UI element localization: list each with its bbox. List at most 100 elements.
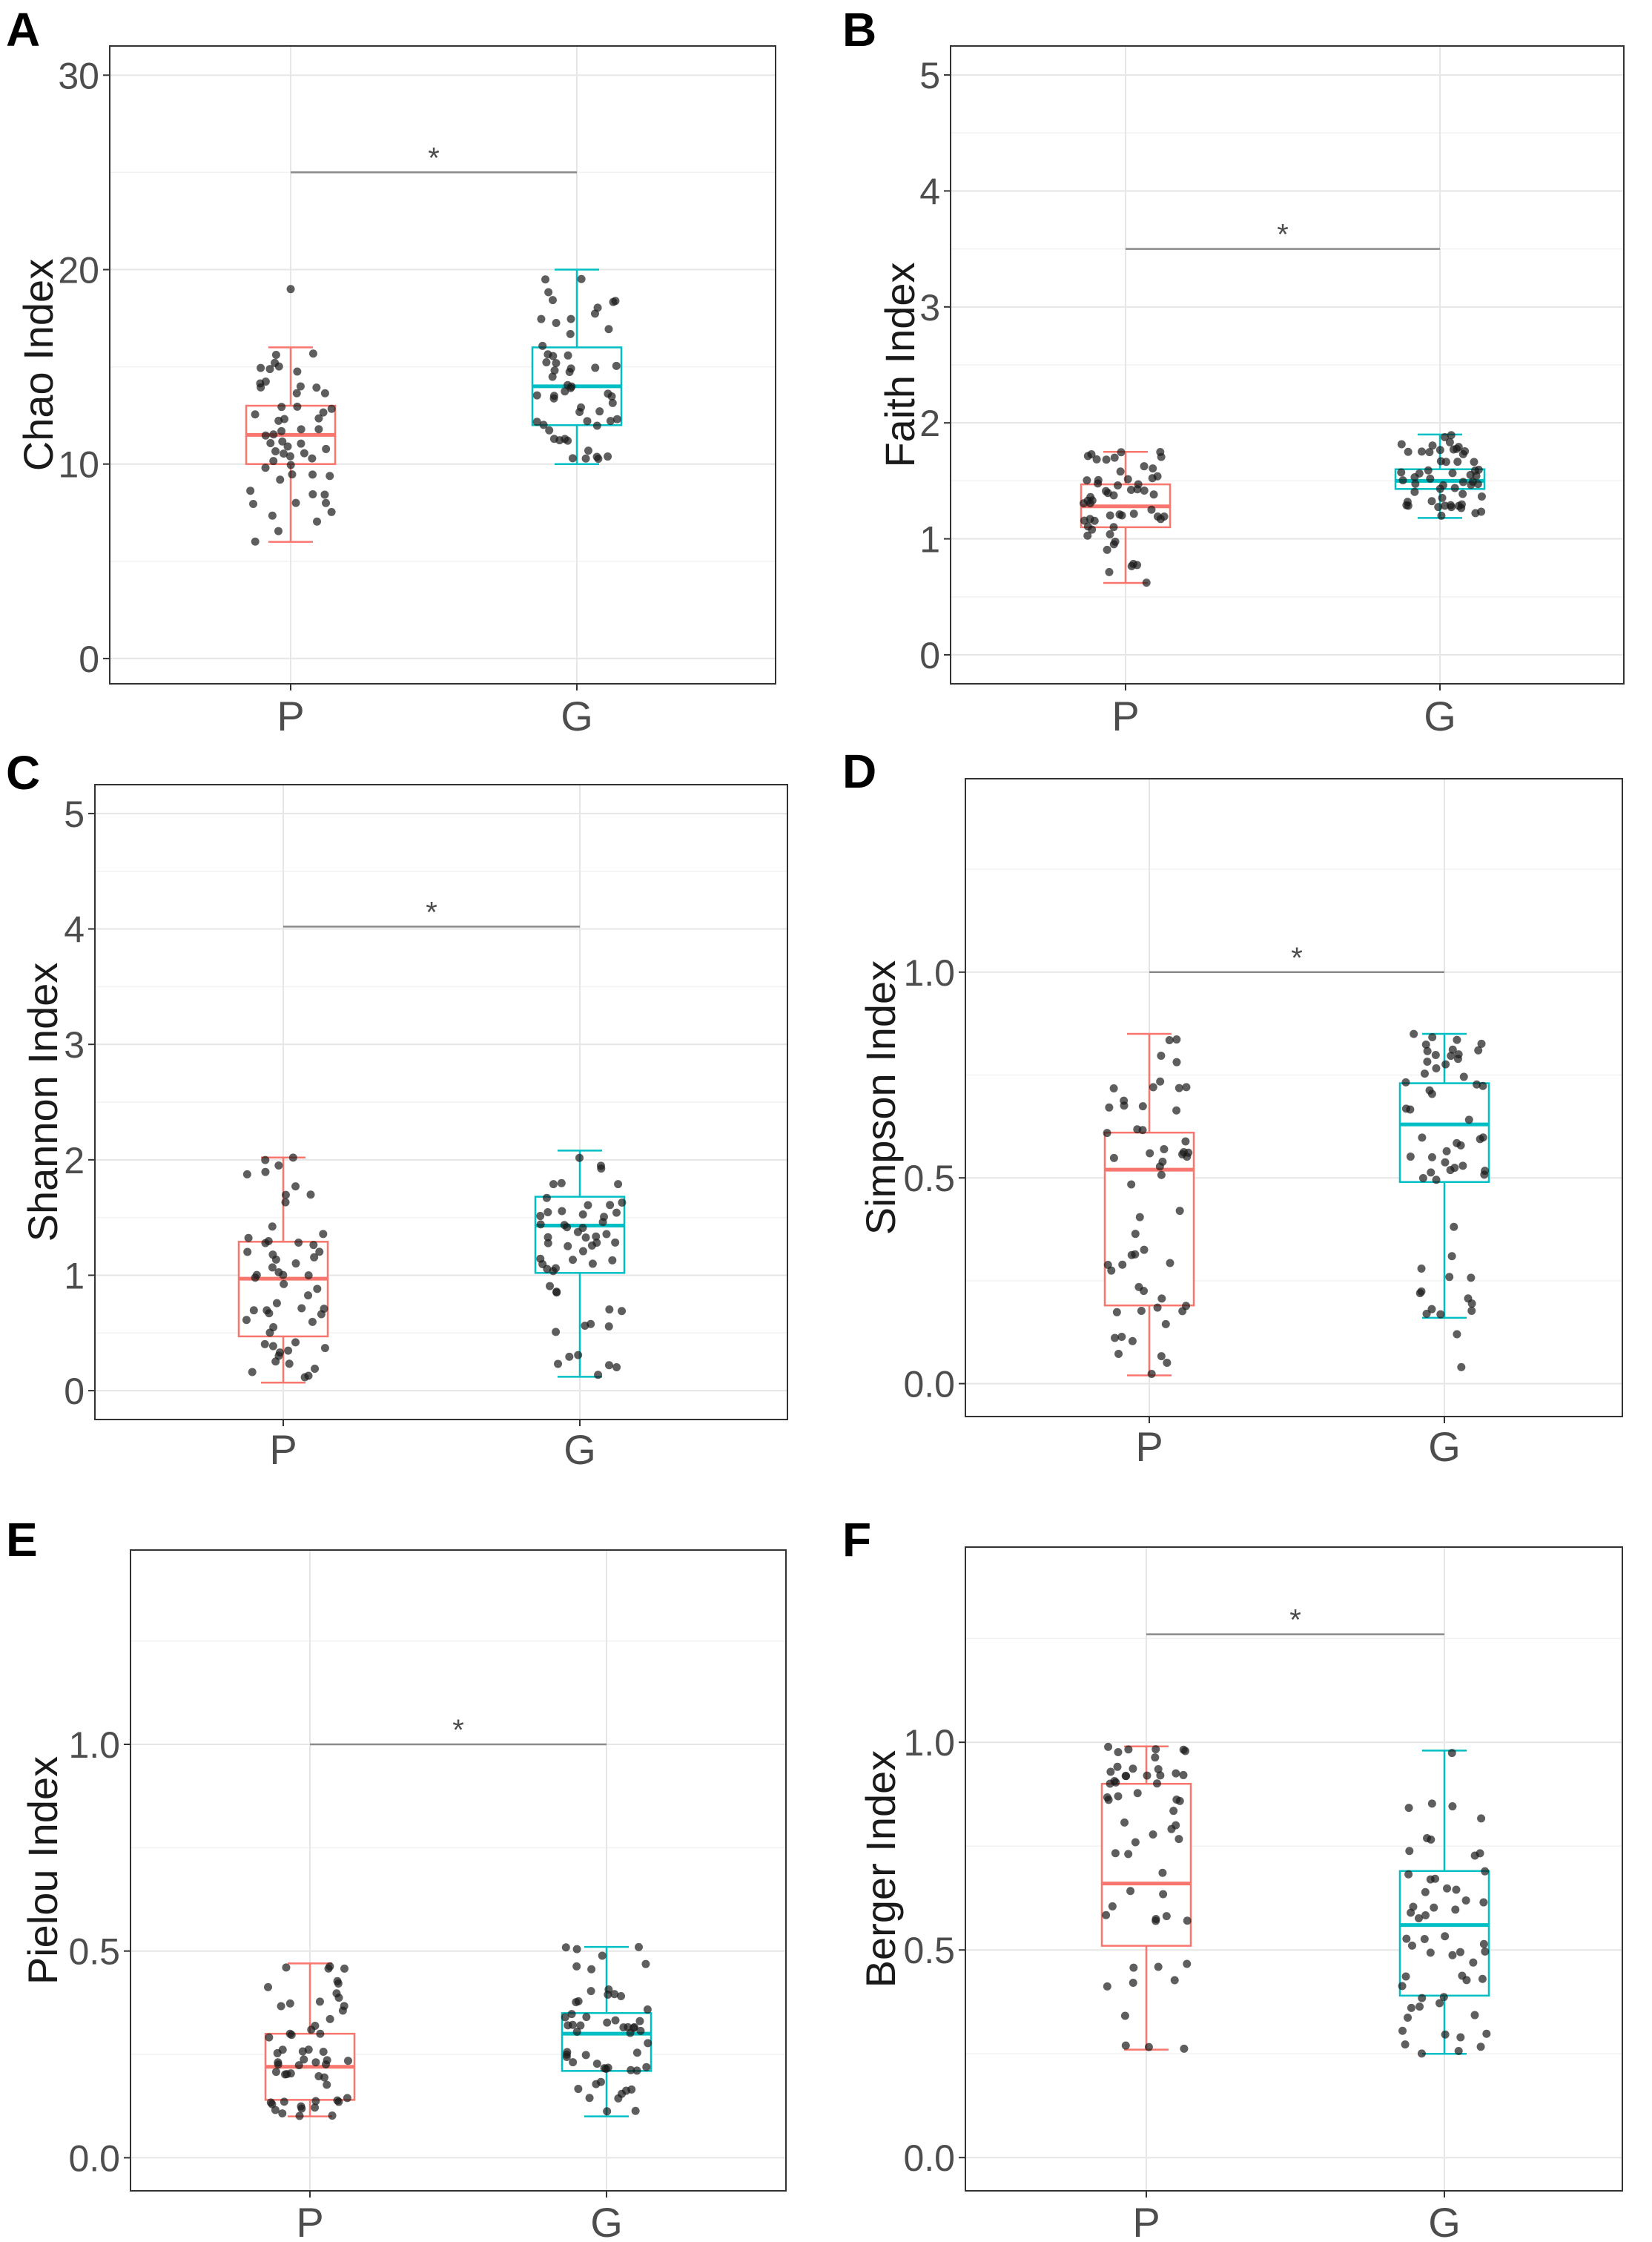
data-point	[304, 2045, 313, 2054]
data-point	[1407, 1941, 1416, 1950]
data-point	[587, 1319, 595, 1328]
data-point	[575, 408, 584, 417]
outlier-point	[1457, 1362, 1466, 1371]
data-point	[1142, 578, 1151, 587]
data-point	[1478, 1133, 1487, 1142]
data-point	[308, 1317, 317, 1326]
data-point	[1183, 1959, 1192, 1968]
iqr-box	[1103, 1131, 1195, 1307]
data-point	[1445, 1273, 1454, 1282]
data-point	[1137, 1306, 1146, 1315]
data-point	[588, 1259, 597, 1268]
data-point	[274, 527, 283, 535]
panel-c: 0 1 2 3 4 5 P G Shannon Index C *	[6, 746, 788, 1473]
data-point	[286, 461, 295, 469]
data-point	[601, 2064, 610, 2073]
data-point	[1144, 2042, 1153, 2051]
data-point	[536, 1212, 545, 1221]
data-point	[246, 487, 255, 495]
data-point	[1448, 469, 1457, 478]
data-point	[1131, 1250, 1140, 1259]
data-point	[320, 389, 329, 398]
data-point	[315, 1247, 324, 1256]
data-point	[1152, 1914, 1160, 1923]
data-point	[1415, 2002, 1424, 2011]
data-point	[575, 1153, 584, 1162]
data-point	[1120, 2011, 1129, 2020]
data-point	[1106, 1767, 1115, 1776]
data-point	[313, 517, 322, 526]
data-point	[1477, 1814, 1486, 1823]
data-point	[538, 1259, 547, 1268]
data-point	[539, 421, 548, 429]
data-point	[636, 2026, 645, 2035]
iqr-box	[1398, 1082, 1490, 1183]
data-point	[634, 1942, 643, 1951]
data-point	[631, 2106, 640, 2115]
data-point	[268, 511, 277, 520]
y-tick-label: 5	[64, 794, 85, 835]
y-tick-label: 0	[79, 639, 99, 680]
data-point	[1124, 1745, 1133, 1754]
data-point	[574, 1351, 583, 1359]
data-point	[312, 383, 321, 392]
y-tick-label: 4	[919, 171, 940, 212]
data-point	[617, 1991, 626, 2000]
data-point	[249, 1306, 258, 1315]
data-point	[343, 2094, 351, 2103]
x-tick-label: G	[1428, 2199, 1461, 2242]
data-point	[604, 1322, 613, 1331]
data-point	[1167, 1824, 1176, 1833]
data-point	[311, 2058, 320, 2067]
data-point	[1114, 1350, 1123, 1359]
data-point	[1427, 497, 1436, 506]
data-point	[264, 1982, 273, 1991]
data-point	[549, 352, 558, 360]
data-point	[1120, 1096, 1129, 1105]
box-p	[1100, 1742, 1192, 2053]
data-point	[283, 2070, 291, 2079]
data-point	[1410, 1029, 1418, 1038]
data-point	[257, 383, 265, 392]
data-point	[627, 2065, 635, 2074]
data-point	[641, 1959, 650, 1968]
data-point	[1447, 431, 1456, 440]
data-point	[1094, 475, 1103, 484]
data-point	[611, 297, 620, 306]
data-point	[1120, 1818, 1129, 1827]
panel-b: 0 1 2 3 4 5 P G Faith Index B *	[842, 3, 1625, 739]
data-point	[566, 329, 575, 338]
plot-border	[94, 784, 788, 1420]
outlier-point	[1453, 1330, 1461, 1339]
y-tick-label: 2	[919, 403, 940, 444]
data-point	[285, 1359, 294, 1368]
data-point	[1410, 487, 1419, 496]
data-point	[564, 2021, 572, 2030]
data-point	[1397, 468, 1406, 477]
data-point	[1404, 447, 1413, 456]
data-point	[1102, 1910, 1111, 1919]
data-point	[284, 1346, 293, 1355]
data-point	[242, 1316, 251, 1325]
data-point	[1123, 475, 1132, 484]
data-point	[1117, 448, 1126, 457]
data-point	[1147, 505, 1156, 514]
data-point	[1133, 485, 1142, 494]
data-point	[594, 1371, 603, 1379]
data-point	[614, 2094, 623, 2103]
data-point	[1443, 1884, 1452, 1893]
data-point	[618, 1307, 627, 1316]
data-point	[1160, 512, 1169, 521]
data-point	[1158, 1868, 1167, 1877]
data-point	[1479, 1939, 1488, 1948]
data-point	[269, 457, 278, 466]
data-point	[313, 1285, 322, 1293]
data-point	[1470, 2011, 1479, 2020]
data-point	[552, 319, 561, 328]
data-point	[541, 275, 550, 284]
data-point	[1421, 1910, 1430, 1919]
data-point	[294, 2061, 303, 2070]
plot-border	[109, 45, 776, 685]
data-point	[584, 1201, 592, 1210]
data-point	[280, 2097, 288, 2106]
